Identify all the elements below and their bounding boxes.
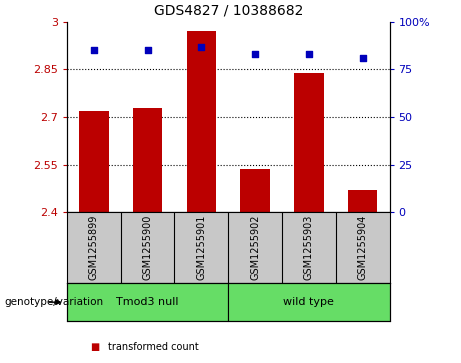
Text: Tmod3 null: Tmod3 null bbox=[116, 297, 179, 307]
Point bbox=[90, 48, 97, 53]
Bar bbox=[67, 283, 228, 321]
Bar bbox=[348, 190, 378, 212]
Text: GSM1255900: GSM1255900 bbox=[142, 215, 153, 281]
Text: GSM1255901: GSM1255901 bbox=[196, 215, 207, 281]
Bar bbox=[133, 107, 162, 212]
Bar bbox=[79, 111, 108, 212]
Text: transformed count: transformed count bbox=[108, 342, 199, 352]
Text: GSM1255904: GSM1255904 bbox=[358, 215, 368, 281]
Bar bbox=[294, 73, 324, 212]
Point bbox=[305, 51, 313, 57]
Bar bbox=[187, 31, 216, 212]
Text: GSM1255902: GSM1255902 bbox=[250, 215, 260, 281]
Text: GSM1255899: GSM1255899 bbox=[89, 215, 99, 281]
Text: ■: ■ bbox=[90, 342, 99, 352]
Point bbox=[144, 48, 151, 53]
Point bbox=[198, 44, 205, 49]
Bar bbox=[228, 283, 390, 321]
Text: GSM1255903: GSM1255903 bbox=[304, 215, 314, 281]
Bar bbox=[240, 170, 270, 212]
Title: GDS4827 / 10388682: GDS4827 / 10388682 bbox=[154, 4, 303, 18]
Point bbox=[251, 51, 259, 57]
Point bbox=[359, 55, 366, 61]
Text: genotype/variation: genotype/variation bbox=[5, 297, 104, 307]
Text: wild type: wild type bbox=[284, 297, 334, 307]
